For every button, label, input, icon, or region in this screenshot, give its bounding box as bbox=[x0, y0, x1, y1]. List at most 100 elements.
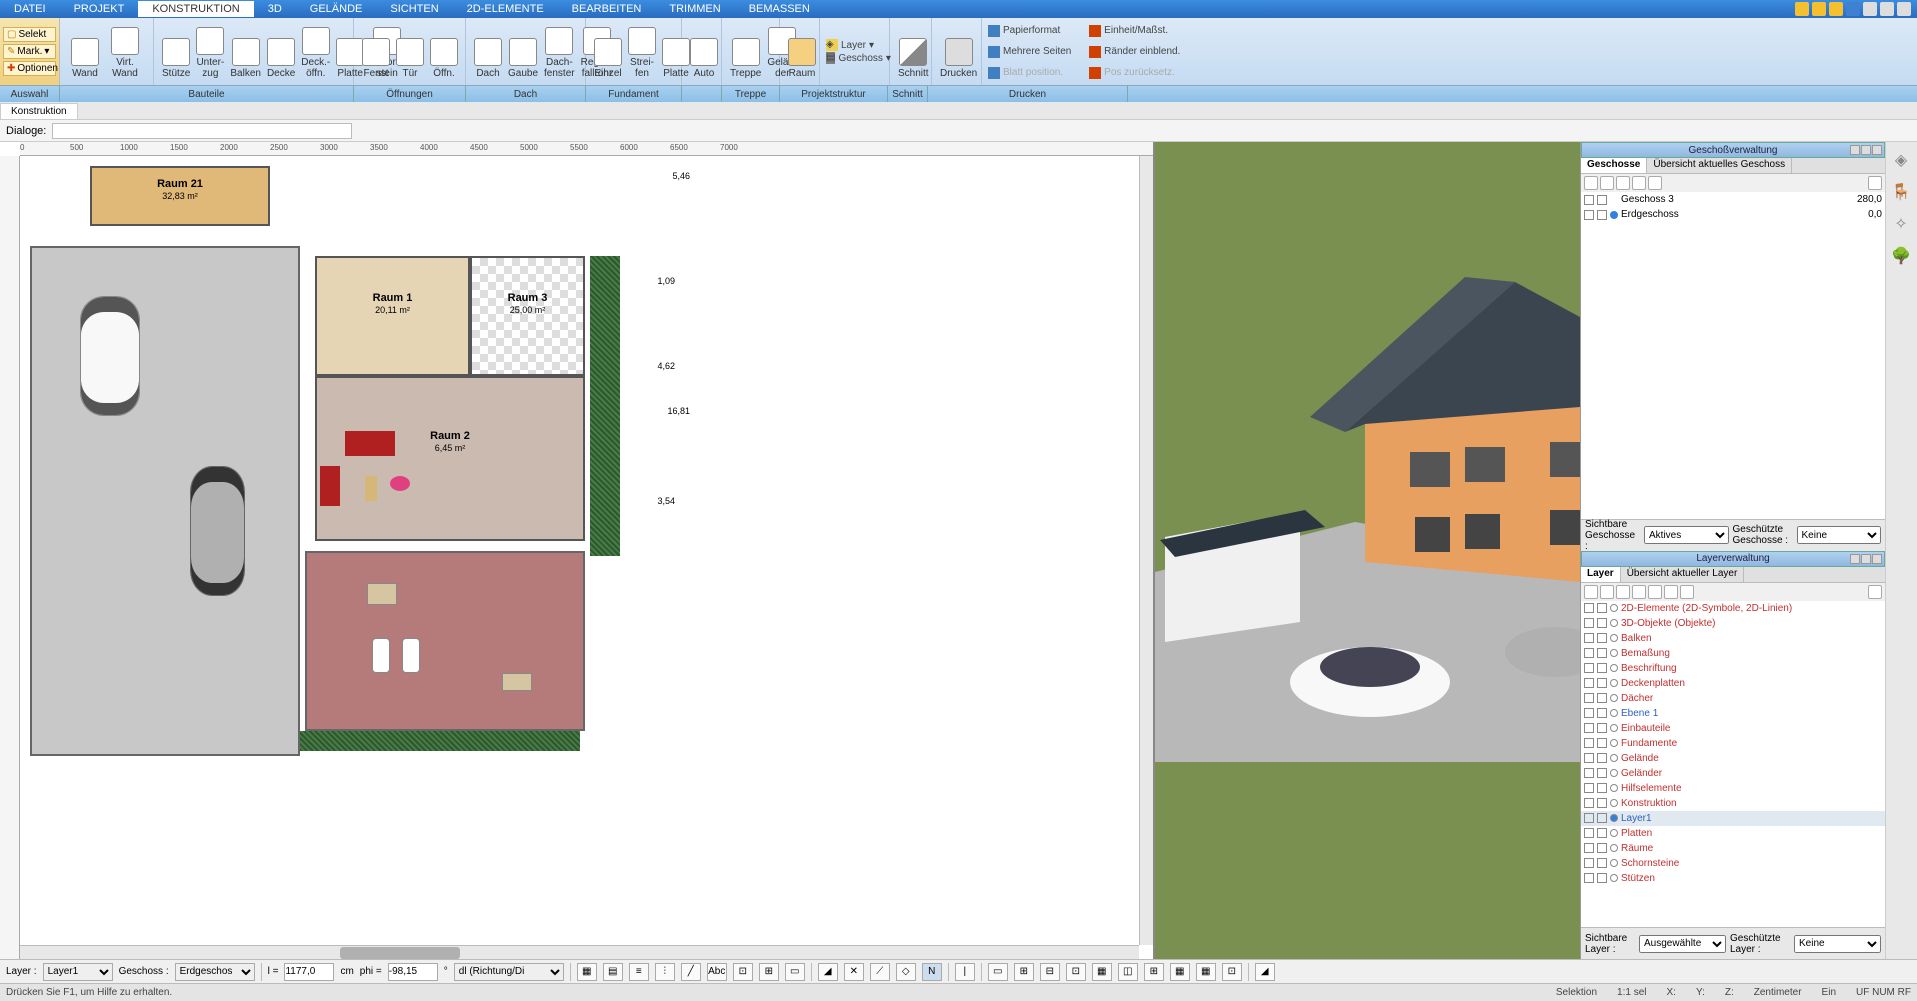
menu-3d[interactable]: 3D bbox=[254, 1, 296, 17]
tool-icon[interactable] bbox=[1616, 176, 1630, 190]
ribbon-balken[interactable]: Balken bbox=[228, 21, 263, 81]
tool-icon[interactable]: ⊡ bbox=[1222, 963, 1242, 981]
schnitt-button[interactable]: Schnitt bbox=[896, 21, 931, 81]
mark-button[interactable]: ✎Mark. ▾ bbox=[3, 44, 56, 59]
sichtbare-layer-select[interactable]: Ausgewählte bbox=[1639, 935, 1726, 953]
ribbon-gaube[interactable]: Gaube bbox=[506, 21, 540, 81]
print-opt[interactable]: Einheit/Maßst. bbox=[1089, 21, 1180, 40]
layer-item[interactable]: 2D-Elemente (2D-Symbole, 2D-Linien) bbox=[1581, 601, 1885, 616]
layer-item[interactable]: Dächer bbox=[1581, 691, 1885, 706]
plan-view-2d[interactable]: 0500100015002000250030003500400045005000… bbox=[0, 142, 1155, 959]
selekt-button[interactable]: ▢Selekt bbox=[3, 27, 56, 42]
tool-icon[interactable]: ◫ bbox=[1118, 963, 1138, 981]
tool-icon[interactable]: ◇ bbox=[896, 963, 916, 981]
layer-item[interactable]: Bemaßung bbox=[1581, 646, 1885, 661]
tool-icon[interactable]: ⊞ bbox=[1014, 963, 1034, 981]
ribbon-sttze[interactable]: Stütze bbox=[160, 21, 192, 81]
geschoss-item[interactable]: Geschoss 3280,0 bbox=[1581, 192, 1885, 207]
sichtbare-geschosse-select[interactable]: Aktives bbox=[1644, 526, 1729, 544]
print-opt[interactable]: Mehrere Seiten bbox=[988, 42, 1079, 61]
icon-1[interactable] bbox=[1795, 2, 1809, 16]
room[interactable]: Raum 120,11 m² bbox=[315, 256, 470, 376]
tool-icon[interactable] bbox=[1600, 585, 1614, 599]
tool-icon[interactable]: Abc bbox=[707, 963, 727, 981]
scrollbar-h[interactable] bbox=[20, 945, 1139, 959]
scrollbar-v[interactable] bbox=[1139, 156, 1153, 945]
layer-item[interactable]: Gelände bbox=[1581, 751, 1885, 766]
tool-icon[interactable] bbox=[1868, 176, 1882, 190]
menu-bearbeiten[interactable]: BEARBEITEN bbox=[558, 1, 656, 17]
geschoss-item[interactable]: Erdgeschoss0,0 bbox=[1581, 207, 1885, 222]
menu-bemassen[interactable]: BEMASSEN bbox=[735, 1, 824, 17]
panel-min-icon[interactable] bbox=[1850, 145, 1860, 155]
tool-icon[interactable] bbox=[1600, 176, 1614, 190]
tool-icon[interactable] bbox=[1680, 585, 1694, 599]
minimize-icon[interactable] bbox=[1863, 2, 1877, 16]
tree-icon[interactable]: 🌳 bbox=[1889, 244, 1913, 268]
room[interactable]: Raum 325,00 m² bbox=[470, 256, 585, 376]
compass-icon[interactable]: ✧ bbox=[1889, 212, 1913, 236]
view-3d[interactable] bbox=[1155, 142, 1580, 959]
help-icon[interactable] bbox=[1846, 2, 1860, 16]
tool-icon[interactable]: ▦ bbox=[577, 963, 597, 981]
ribbon-treppe[interactable]: Treppe bbox=[728, 21, 763, 81]
geschuetzte-layer-select[interactable]: Keine bbox=[1794, 935, 1881, 953]
menu-projekt[interactable]: PROJEKT bbox=[60, 1, 139, 17]
ribbon-auto[interactable]: Auto bbox=[688, 21, 720, 81]
tool-icon[interactable]: ⊟ bbox=[1040, 963, 1060, 981]
tool-icon[interactable]: ⊡ bbox=[1066, 963, 1086, 981]
maximize-icon[interactable] bbox=[1880, 2, 1894, 16]
tool-icon[interactable]: ⊡ bbox=[733, 963, 753, 981]
panel-pin-icon[interactable] bbox=[1861, 145, 1871, 155]
menu-sichten[interactable]: SICHTEN bbox=[376, 1, 452, 17]
l-input[interactable] bbox=[284, 963, 334, 981]
tool-icon[interactable]: ▦ bbox=[1170, 963, 1190, 981]
layer-item[interactable]: Geländer bbox=[1581, 766, 1885, 781]
tool-icon[interactable] bbox=[1648, 585, 1662, 599]
layer-item[interactable]: 3D-Objekte (Objekte) bbox=[1581, 616, 1885, 631]
menu-datei[interactable]: DATEI bbox=[0, 1, 60, 17]
tool-icon[interactable] bbox=[1868, 585, 1882, 599]
drucken-button[interactable]: Drucken bbox=[938, 21, 979, 81]
layer-item[interactable]: Platten bbox=[1581, 826, 1885, 841]
layer-list[interactable]: 2D-Elemente (2D-Symbole, 2D-Linien)3D-Ob… bbox=[1581, 601, 1885, 928]
close-icon[interactable] bbox=[1897, 2, 1911, 16]
ribbon-decke[interactable]: Decke bbox=[265, 21, 297, 81]
menu-trimmen[interactable]: TRIMMEN bbox=[655, 1, 734, 17]
room[interactable]: Raum 26,45 m² bbox=[315, 376, 585, 541]
layer-item[interactable]: Ebene 1 bbox=[1581, 706, 1885, 721]
tool-icon[interactable]: ▦ bbox=[1196, 963, 1216, 981]
layer-select[interactable]: Layer1 bbox=[43, 963, 113, 981]
layers-icon[interactable]: ◈ bbox=[1889, 148, 1913, 172]
geschoss-dropdown[interactable]: ▤Geschoss ▾ bbox=[826, 52, 883, 64]
panel-close-icon[interactable] bbox=[1872, 145, 1882, 155]
room[interactable]: Raum 2132,83 m² bbox=[90, 166, 270, 226]
layer-item[interactable]: Beschriftung bbox=[1581, 661, 1885, 676]
menu-gelände[interactable]: GELÄNDE bbox=[296, 1, 377, 17]
tool-icon[interactable]: ≡ bbox=[629, 963, 649, 981]
print-opt[interactable]: Ränder einblend. bbox=[1089, 42, 1180, 61]
tab-uebersicht-layer[interactable]: Übersicht aktueller Layer bbox=[1621, 567, 1745, 582]
menu-konstruktion[interactable]: KONSTRUKTION bbox=[138, 1, 253, 17]
icon-2[interactable] bbox=[1812, 2, 1826, 16]
geschoss-select[interactable]: Erdgeschos bbox=[175, 963, 255, 981]
tool-icon[interactable] bbox=[1584, 176, 1598, 190]
tool-icon[interactable] bbox=[1616, 585, 1630, 599]
print-opt[interactable]: Pos zurücksetz. bbox=[1089, 63, 1180, 82]
tool-icon[interactable]: ▭ bbox=[785, 963, 805, 981]
tool-icon[interactable]: ▤ bbox=[603, 963, 623, 981]
tool-icon[interactable] bbox=[1648, 176, 1662, 190]
tool-icon[interactable]: ▦ bbox=[1092, 963, 1112, 981]
tool-icon[interactable]: N bbox=[922, 963, 942, 981]
optionen-button[interactable]: ✚Optionen bbox=[3, 61, 56, 76]
layer-item[interactable]: Stützen bbox=[1581, 871, 1885, 886]
tool-icon[interactable]: ⟋ bbox=[870, 963, 890, 981]
direction-select[interactable]: dl (Richtung/Di bbox=[454, 963, 564, 981]
dialog-input[interactable] bbox=[52, 123, 352, 139]
ribbon-ffn[interactable]: Öffn. bbox=[428, 21, 460, 81]
ribbon-unterzug[interactable]: Unter-zug bbox=[194, 21, 226, 81]
tool-icon[interactable]: ◢ bbox=[818, 963, 838, 981]
geschuetzte-geschosse-select[interactable]: Keine bbox=[1797, 526, 1882, 544]
layer-item[interactable]: Balken bbox=[1581, 631, 1885, 646]
ribbon-deckffn[interactable]: Deck.-öffn. bbox=[299, 21, 332, 81]
